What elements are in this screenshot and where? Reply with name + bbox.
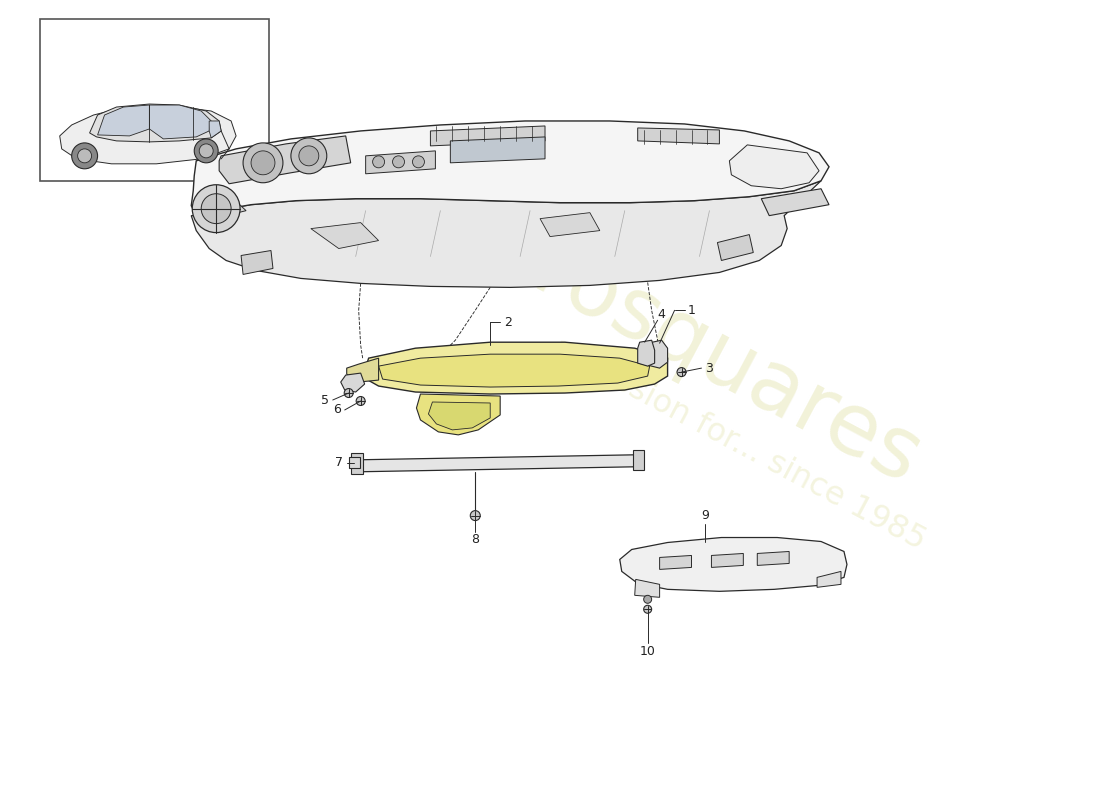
- Circle shape: [393, 156, 405, 168]
- Text: 7: 7: [334, 456, 343, 470]
- Text: 3: 3: [705, 362, 714, 374]
- Circle shape: [199, 144, 213, 158]
- Circle shape: [471, 510, 481, 521]
- Circle shape: [72, 143, 98, 169]
- Polygon shape: [191, 121, 829, 216]
- Polygon shape: [341, 373, 364, 392]
- Polygon shape: [363, 342, 668, 394]
- Circle shape: [299, 146, 319, 166]
- Polygon shape: [98, 105, 150, 136]
- Polygon shape: [194, 197, 246, 221]
- Circle shape: [251, 151, 275, 174]
- Polygon shape: [150, 105, 211, 139]
- Polygon shape: [346, 358, 378, 382]
- Circle shape: [356, 397, 365, 406]
- Polygon shape: [540, 213, 600, 237]
- Polygon shape: [638, 340, 654, 366]
- Text: eurosquares: eurosquares: [425, 178, 934, 502]
- Polygon shape: [712, 554, 744, 567]
- Circle shape: [412, 156, 425, 168]
- Circle shape: [192, 185, 240, 233]
- Polygon shape: [219, 136, 351, 184]
- Text: a passion for... since 1985: a passion for... since 1985: [548, 333, 932, 557]
- Text: 5: 5: [321, 394, 329, 406]
- Polygon shape: [365, 151, 436, 174]
- Text: 9: 9: [702, 509, 710, 522]
- Circle shape: [201, 194, 231, 224]
- Circle shape: [644, 606, 651, 614]
- Text: 10: 10: [640, 645, 656, 658]
- Polygon shape: [89, 104, 221, 142]
- Text: 6: 6: [333, 403, 341, 417]
- Bar: [40, 19, 270, 181]
- Polygon shape: [761, 189, 829, 216]
- Circle shape: [644, 595, 651, 603]
- Circle shape: [344, 389, 353, 398]
- Polygon shape: [59, 106, 236, 164]
- Polygon shape: [638, 128, 719, 144]
- Polygon shape: [717, 234, 754, 261]
- Polygon shape: [648, 340, 668, 368]
- Circle shape: [290, 138, 327, 174]
- Polygon shape: [241, 250, 273, 274]
- Polygon shape: [351, 453, 363, 474]
- Polygon shape: [428, 402, 491, 430]
- Polygon shape: [430, 126, 544, 146]
- Polygon shape: [729, 145, 820, 189]
- Text: 8: 8: [471, 533, 480, 546]
- Polygon shape: [359, 455, 637, 472]
- Polygon shape: [450, 137, 544, 163]
- Circle shape: [195, 139, 218, 163]
- Polygon shape: [632, 450, 644, 470]
- Circle shape: [243, 143, 283, 182]
- Circle shape: [373, 156, 385, 168]
- Polygon shape: [417, 394, 500, 435]
- Polygon shape: [619, 538, 847, 591]
- Circle shape: [78, 149, 91, 163]
- Text: 2: 2: [504, 316, 513, 329]
- Polygon shape: [378, 354, 650, 387]
- Polygon shape: [757, 551, 789, 566]
- Circle shape: [678, 368, 686, 377]
- Polygon shape: [311, 222, 378, 249]
- Polygon shape: [817, 571, 842, 587]
- Bar: [349, 458, 360, 468]
- Text: 4: 4: [658, 308, 666, 321]
- Polygon shape: [209, 121, 221, 138]
- Polygon shape: [660, 555, 692, 570]
- Text: 1: 1: [688, 304, 695, 317]
- Polygon shape: [635, 579, 660, 598]
- Polygon shape: [191, 181, 821, 287]
